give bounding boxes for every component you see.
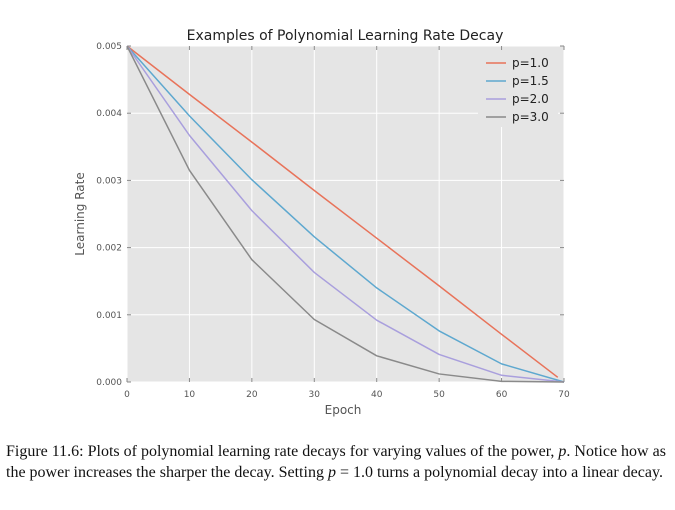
y-tick-label: 0.003 bbox=[96, 176, 122, 186]
x-tick-label: 10 bbox=[184, 390, 196, 400]
series-line-p=1.0 bbox=[126, 45, 559, 378]
chart: 0 10 20 30 40 50 60 70 0.0000.0010.0020.0030.00… bbox=[73, 28, 570, 417]
caption-math-p2: p bbox=[327, 464, 336, 481]
x-tick-label: 0 bbox=[124, 390, 130, 400]
y-tick-label: 0.005 bbox=[96, 42, 122, 52]
y-tick-labels: 0.000 0.001 0.002 0.003 0.004 0.005 bbox=[96, 42, 122, 388]
chart-title: Examples of Polynomial Learning Rate Dec… bbox=[187, 28, 504, 44]
caption-text-3: = 1.0 turns a polynomial decay into a li… bbox=[335, 464, 663, 481]
legend-label: p=3.0 bbox=[512, 110, 549, 124]
x-tick-label: 70 bbox=[558, 390, 570, 400]
series-line-p=3.0 bbox=[126, 45, 565, 383]
legend-label: p=1.0 bbox=[512, 56, 549, 70]
figure-caption: Figure 11.6: Plots of polynomial learnin… bbox=[6, 441, 670, 483]
y-tick-label: 0.002 bbox=[96, 244, 122, 254]
grid bbox=[126, 45, 565, 383]
series-group bbox=[126, 45, 565, 383]
y-tick-label: 0.004 bbox=[96, 109, 122, 119]
x-tick-label: 30 bbox=[309, 390, 321, 400]
x-axis-title: Epoch bbox=[325, 403, 362, 417]
caption-text-1: Figure 11.6: Plots of polynomial learnin… bbox=[6, 443, 559, 460]
tick-marks bbox=[126, 45, 565, 383]
series-line-p=1.5 bbox=[126, 45, 565, 383]
legend-label: p=1.5 bbox=[512, 74, 549, 88]
legend-label: p=2.0 bbox=[512, 92, 549, 106]
legend: p=1.0 p=1.5 p=2.0 p=3.0 bbox=[478, 50, 558, 127]
caption-text-2: . Notice how as the power increases the … bbox=[6, 443, 666, 481]
caption-math-p1: p bbox=[558, 443, 567, 460]
x-tick-label: 40 bbox=[371, 390, 383, 400]
x-tick-label: 50 bbox=[433, 390, 445, 400]
x-tick-labels: 0 10 20 30 40 50 60 70 bbox=[124, 390, 570, 400]
y-tick-label: 0.000 bbox=[96, 378, 122, 388]
y-tick-label: 0.001 bbox=[96, 311, 122, 321]
x-tick-label: 60 bbox=[496, 390, 508, 400]
y-axis-title: Learning Rate bbox=[73, 172, 87, 255]
x-tick-label: 20 bbox=[246, 390, 258, 400]
series-line-p=2.0 bbox=[126, 45, 565, 383]
